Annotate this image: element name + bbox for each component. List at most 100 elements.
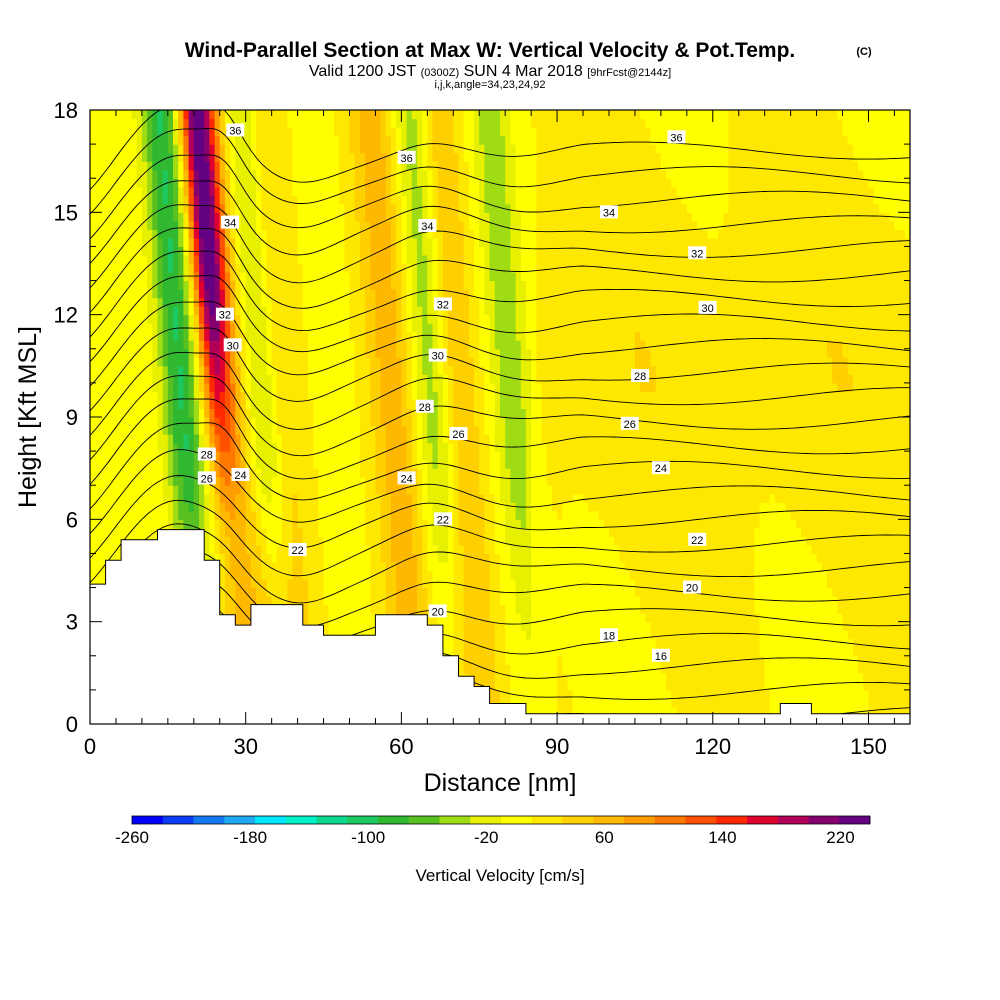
velocity-cell [448,536,454,546]
velocity-cell [250,587,257,597]
velocity-cell [152,255,159,265]
velocity-cell [323,280,330,290]
velocity-cell [256,237,262,247]
velocity-cell [380,306,387,316]
velocity-cell [380,459,387,469]
velocity-cell [422,237,428,247]
velocity-cell [437,340,444,350]
velocity-cell [411,579,418,589]
velocity-cell [214,399,221,409]
velocity-cell [271,340,278,350]
velocity-cell [100,476,107,486]
velocity-cell [365,340,371,350]
velocity-cell [157,468,164,478]
velocity-cell [188,161,195,171]
velocity-cell [240,152,247,162]
velocity-cell [115,502,122,512]
velocity-cell [432,451,439,461]
velocity-cell [308,502,314,512]
velocity-cell [261,135,268,145]
velocity-cell [131,374,138,384]
velocity-cell [245,493,252,503]
velocity-cell [245,212,252,222]
velocity-cell [261,169,268,179]
velocity-cell [136,152,143,162]
velocity-cell [323,127,330,137]
velocity-cell [391,323,397,333]
velocity-cell [250,306,257,316]
velocity-cell [427,169,434,179]
velocity-cell [256,587,262,597]
velocity-cell [401,195,408,205]
velocity-cell [442,579,449,589]
velocity-cell [396,255,402,265]
velocity-cell [417,289,423,299]
velocity-cell [209,485,216,495]
velocity-cell [256,152,262,162]
velocity-cell [167,357,174,367]
velocity-cell [131,382,138,392]
velocity-cell [115,110,122,120]
velocity-cell [411,229,418,239]
velocity-cell [178,434,184,444]
velocity-cell [318,613,325,623]
velocity-cell [141,297,148,307]
velocity-cell [401,263,408,273]
velocity-cell [240,476,247,486]
velocity-cell [245,323,252,333]
velocity-cell [95,331,101,341]
velocity-cell [365,442,371,452]
velocity-cell [276,195,283,205]
velocity-cell [240,536,247,546]
velocity-cell [406,493,413,503]
velocity-cell [370,562,377,572]
velocity-cell [396,425,402,435]
velocity-cell [147,135,153,145]
velocity-cell [162,391,169,401]
velocity-cell [365,357,371,367]
velocity-cell [115,476,122,486]
velocity-cell [417,110,423,120]
velocity-cell [282,178,288,188]
velocity-cell [224,237,231,247]
velocity-cell [250,519,257,529]
velocity-cell [183,229,190,239]
velocity-cell [173,459,179,469]
velocity-cell [152,246,159,256]
velocity-cell [126,118,133,128]
velocity-cell [354,459,361,469]
velocity-cell [297,562,304,572]
velocity-cell [167,297,174,307]
velocity-cell [240,237,247,247]
velocity-cell [126,280,133,290]
velocity-cell [178,476,184,486]
velocity-cell [240,519,247,529]
velocity-cell [302,587,309,597]
velocity-cell [271,451,278,461]
velocity-cell [131,314,138,324]
velocity-cell [240,118,247,128]
velocity-cell [167,502,174,512]
velocity-cell [302,408,309,418]
velocity-cell [230,255,236,265]
velocity-cell [437,195,444,205]
velocity-cell [261,255,268,265]
velocity-cell [375,212,382,222]
velocity-cell [380,604,387,614]
velocity-cell [209,357,216,367]
velocity-cell [256,399,262,409]
velocity-cell [370,459,377,469]
velocity-cell [219,289,226,299]
velocity-cell [271,118,278,128]
velocity-cell [427,425,434,435]
velocity-cell [276,434,283,444]
velocity-cell [323,229,330,239]
velocity-cell [365,621,371,631]
velocity-cell [328,237,335,247]
velocity-cell [401,135,408,145]
velocity-cell [157,493,164,503]
velocity-cell [209,212,216,222]
velocity-cell [323,417,330,427]
velocity-cell [126,442,133,452]
velocity-cell [349,459,356,469]
